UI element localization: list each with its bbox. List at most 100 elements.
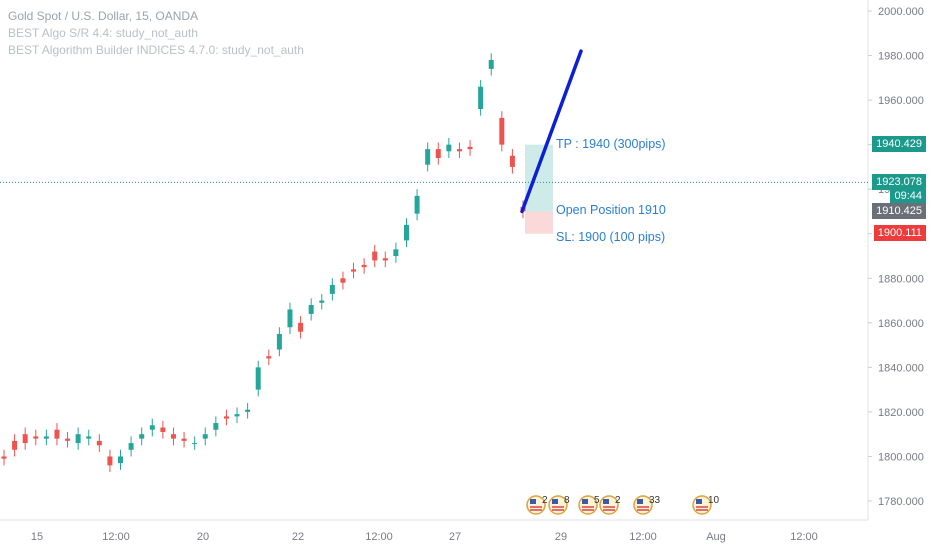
candle-body (382, 258, 388, 261)
candle-body (255, 367, 261, 390)
chart-legend: Gold Spot / U.S. Dollar, 15, OANDA BEST … (8, 8, 304, 59)
indicator-label-sr[interactable]: BEST Algo S/R 4.4: study_not_auth (8, 26, 198, 40)
flag-canton (552, 499, 558, 504)
x-tick-label: 12:00 (629, 531, 657, 543)
candle-body (118, 456, 124, 464)
stop-loss-zone (525, 211, 553, 234)
x-tick-label: 29 (555, 531, 567, 543)
x-tick-label: 27 (449, 531, 461, 543)
candle-body (351, 269, 357, 272)
flag-canton (637, 499, 643, 504)
event-badge: 2 (599, 495, 621, 515)
candle-body (43, 436, 49, 439)
candle-body (361, 264, 367, 268)
event-badge: 2 (526, 495, 548, 515)
x-tick-label: 12:00 (790, 531, 818, 543)
price-axis-label: 1910.425 (872, 202, 926, 219)
candle-body (170, 434, 176, 439)
stop-loss-annotation[interactable]: SL: 1900 (100 pips) (556, 230, 666, 245)
candle-body (234, 414, 240, 417)
candles (1, 53, 526, 473)
event-badge-count: 8 (564, 495, 570, 506)
candle-body (1, 456, 7, 459)
price-axis-label: 09:44 (890, 188, 926, 205)
candle-body (213, 423, 219, 430)
candle-body (446, 144, 452, 152)
event-badge: 8 (548, 495, 570, 515)
candle-body (414, 195, 420, 214)
y-tick-label: 1780.000 (878, 496, 924, 508)
candle-body (393, 249, 399, 256)
y-tick-label: 1800.000 (878, 451, 924, 463)
candle-body (107, 456, 113, 466)
candle-body (33, 436, 39, 439)
candle-body (245, 409, 251, 412)
y-tick-label: 1840.000 (878, 362, 924, 374)
candle-body (298, 322, 304, 332)
candle-body (372, 251, 378, 261)
event-badge: 33 (633, 495, 661, 515)
x-tick-label: 15 (31, 531, 43, 543)
candle-body (192, 443, 198, 445)
symbol-title[interactable]: Gold Spot / U.S. Dollar, 15, OANDA (8, 9, 199, 23)
y-tick-label: 2000.000 (878, 6, 924, 18)
candle-body (223, 416, 229, 419)
candle-body (467, 146, 473, 150)
candle-body (425, 149, 431, 165)
candle-body (12, 440, 18, 450)
indicator-label-builder[interactable]: BEST Algorithm Builder INDICES 4.7.0: st… (8, 43, 304, 57)
candle-body (202, 434, 208, 439)
x-tick-label: 20 (197, 531, 209, 543)
x-tick-label: 12:00 (365, 531, 393, 543)
candle-body (509, 155, 515, 167)
candle-body (308, 305, 314, 314)
y-tick-label: 1880.000 (878, 273, 924, 285)
candle-body (266, 356, 272, 359)
x-tick-label: Aug (706, 531, 726, 543)
candle-body (340, 278, 346, 283)
candle-body (329, 284, 335, 294)
price-axis-label: 1940.429 (872, 135, 926, 152)
candle-body (139, 434, 145, 439)
y-tick-label: 1860.000 (878, 318, 924, 330)
candle-body (22, 434, 28, 444)
candle-body (75, 434, 81, 444)
open-position-annotation[interactable]: Open Position 1910 (556, 203, 666, 218)
y-tick-label: 1980.000 (878, 51, 924, 63)
x-tick-label: 22 (292, 531, 304, 543)
candle-body (128, 443, 134, 450)
flag-canton (582, 499, 588, 504)
candle-body (488, 60, 494, 69)
price-axis-label: 1900.111 (873, 225, 926, 242)
candle-body (499, 117, 505, 145)
flag-canton (530, 499, 536, 504)
candle-body (276, 333, 282, 350)
candle-body (65, 438, 71, 441)
candle-body (478, 86, 484, 109)
candle-body (403, 224, 409, 241)
event-badge-count: 2 (615, 495, 621, 506)
candle-body (287, 309, 293, 328)
take-profit-zone (525, 144, 553, 212)
price-axis-label: 1923.078 (872, 174, 926, 191)
candle-body (456, 149, 462, 152)
take-profit-annotation[interactable]: TP : 1940 (300pips) (556, 136, 666, 151)
candle-body (54, 429, 60, 439)
event-badge: 10 (692, 495, 720, 515)
candle-body (181, 438, 187, 441)
x-tick-label: 12:00 (102, 531, 130, 543)
candle-body (96, 440, 102, 446)
event-badge-count: 5 (594, 495, 600, 506)
event-badge-count: 2 (542, 495, 548, 506)
y-tick-label: 1820.000 (878, 407, 924, 419)
candle-body (319, 300, 325, 303)
candle-body (86, 436, 92, 439)
flag-canton (603, 499, 609, 504)
trend-line (520, 49, 583, 214)
event-badge: 5 (578, 495, 600, 515)
flag-canton (696, 499, 702, 504)
candle-body (160, 427, 166, 432)
event-badge-count: 10 (708, 495, 720, 506)
y-tick-label: 1960.000 (878, 95, 924, 107)
